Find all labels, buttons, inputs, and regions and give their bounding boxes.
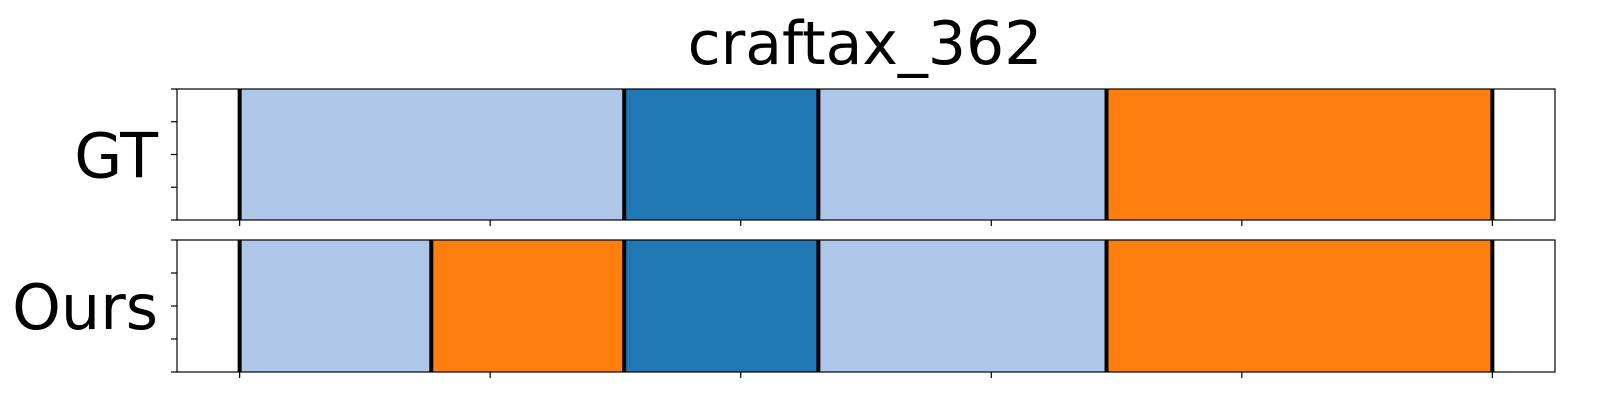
segment-5	[1106, 240, 1493, 372]
segment-2	[431, 240, 625, 372]
panels: GT Ours	[12, 88, 1556, 378]
row-label: GT	[74, 120, 159, 193]
row-gt: GT	[74, 88, 1556, 226]
segment-4	[1106, 89, 1493, 220]
chart-title: craftax_362	[688, 9, 1043, 79]
segment-3	[624, 240, 819, 372]
segment-2	[624, 89, 819, 220]
segment-3	[818, 89, 1107, 220]
row-ours: Ours	[12, 239, 1556, 378]
segment-1	[239, 240, 432, 372]
segment-1	[239, 89, 625, 220]
row-label: Ours	[12, 271, 158, 344]
segment-4	[818, 240, 1107, 372]
